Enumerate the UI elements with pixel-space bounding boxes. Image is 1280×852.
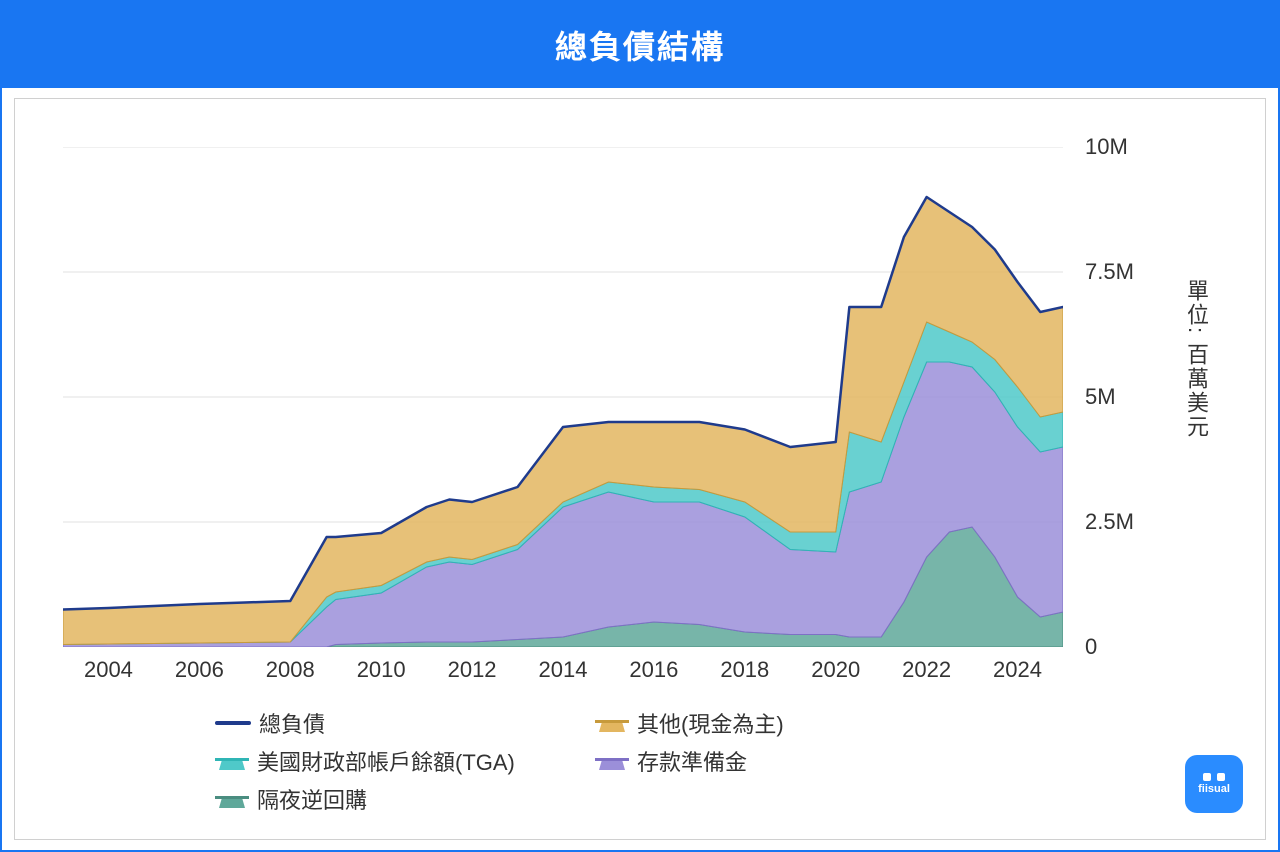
chart-legend: 總負債 其他(現金為主) 美國財政部帳戶餘額(TGA) 存款準備金隔夜逆回購 [215, 707, 975, 821]
x-tick-label: 2006 [175, 657, 224, 683]
chart-svg [63, 147, 1063, 647]
legend-swatch-area [595, 714, 629, 732]
x-tick-label: 2004 [84, 657, 133, 683]
legend-label: 其他(現金為主) [637, 707, 784, 739]
y-tick-label: 5M [1085, 384, 1116, 410]
chart-title: 總負債結構 [555, 29, 725, 65]
legend-swatch-area [595, 752, 629, 770]
y-tick-label: 7.5M [1085, 259, 1134, 285]
chart-area: 單位: 百萬美元 0 2.5M 5M 7.5M 10M 2004 2006 2008 2010… [14, 98, 1266, 840]
legend-label: 美國財政部帳戶餘額(TGA) [257, 745, 515, 777]
legend-item-other: 其他(現金為主) [595, 707, 975, 739]
legend-swatch-area [215, 790, 249, 808]
x-tick-label: 2016 [629, 657, 678, 683]
legend-label: 隔夜逆回購 [257, 783, 367, 815]
x-tick-label: 2022 [902, 657, 951, 683]
y-tick-label: 0 [1085, 634, 1097, 660]
chart-frame: 總負債結構 單位: 百萬美元 0 2.5M 5M 7.5M 10M 2004 2006 20… [0, 0, 1280, 852]
x-tick-label: 2018 [720, 657, 769, 683]
legend-item-tga: 美國財政部帳戶餘額(TGA) [215, 745, 595, 777]
legend-swatch-area [215, 752, 249, 770]
legend-item-total: 總負債 [215, 707, 595, 739]
y-axis-title: 單位: 百萬美元 [1180, 279, 1212, 439]
x-tick-label: 2024 [993, 657, 1042, 683]
x-tick-label: 2008 [266, 657, 315, 683]
brand-text: fiisual [1198, 783, 1230, 795]
y-tick-label: 10M [1085, 134, 1128, 160]
x-tick-label: 2014 [539, 657, 588, 683]
chart-header: 總負債結構 [2, 2, 1278, 88]
legend-item-rrp: 隔夜逆回購 [215, 783, 595, 815]
brand-badge: fiisual [1185, 755, 1243, 813]
x-tick-label: 2020 [811, 657, 860, 683]
legend-label: 總負債 [259, 707, 325, 739]
x-tick-label: 2010 [357, 657, 406, 683]
legend-item-reserves: 存款準備金 [595, 745, 975, 777]
y-tick-label: 2.5M [1085, 509, 1134, 535]
x-tick-label: 2012 [448, 657, 497, 683]
legend-swatch-line [215, 721, 251, 725]
legend-label: 存款準備金 [637, 745, 747, 777]
